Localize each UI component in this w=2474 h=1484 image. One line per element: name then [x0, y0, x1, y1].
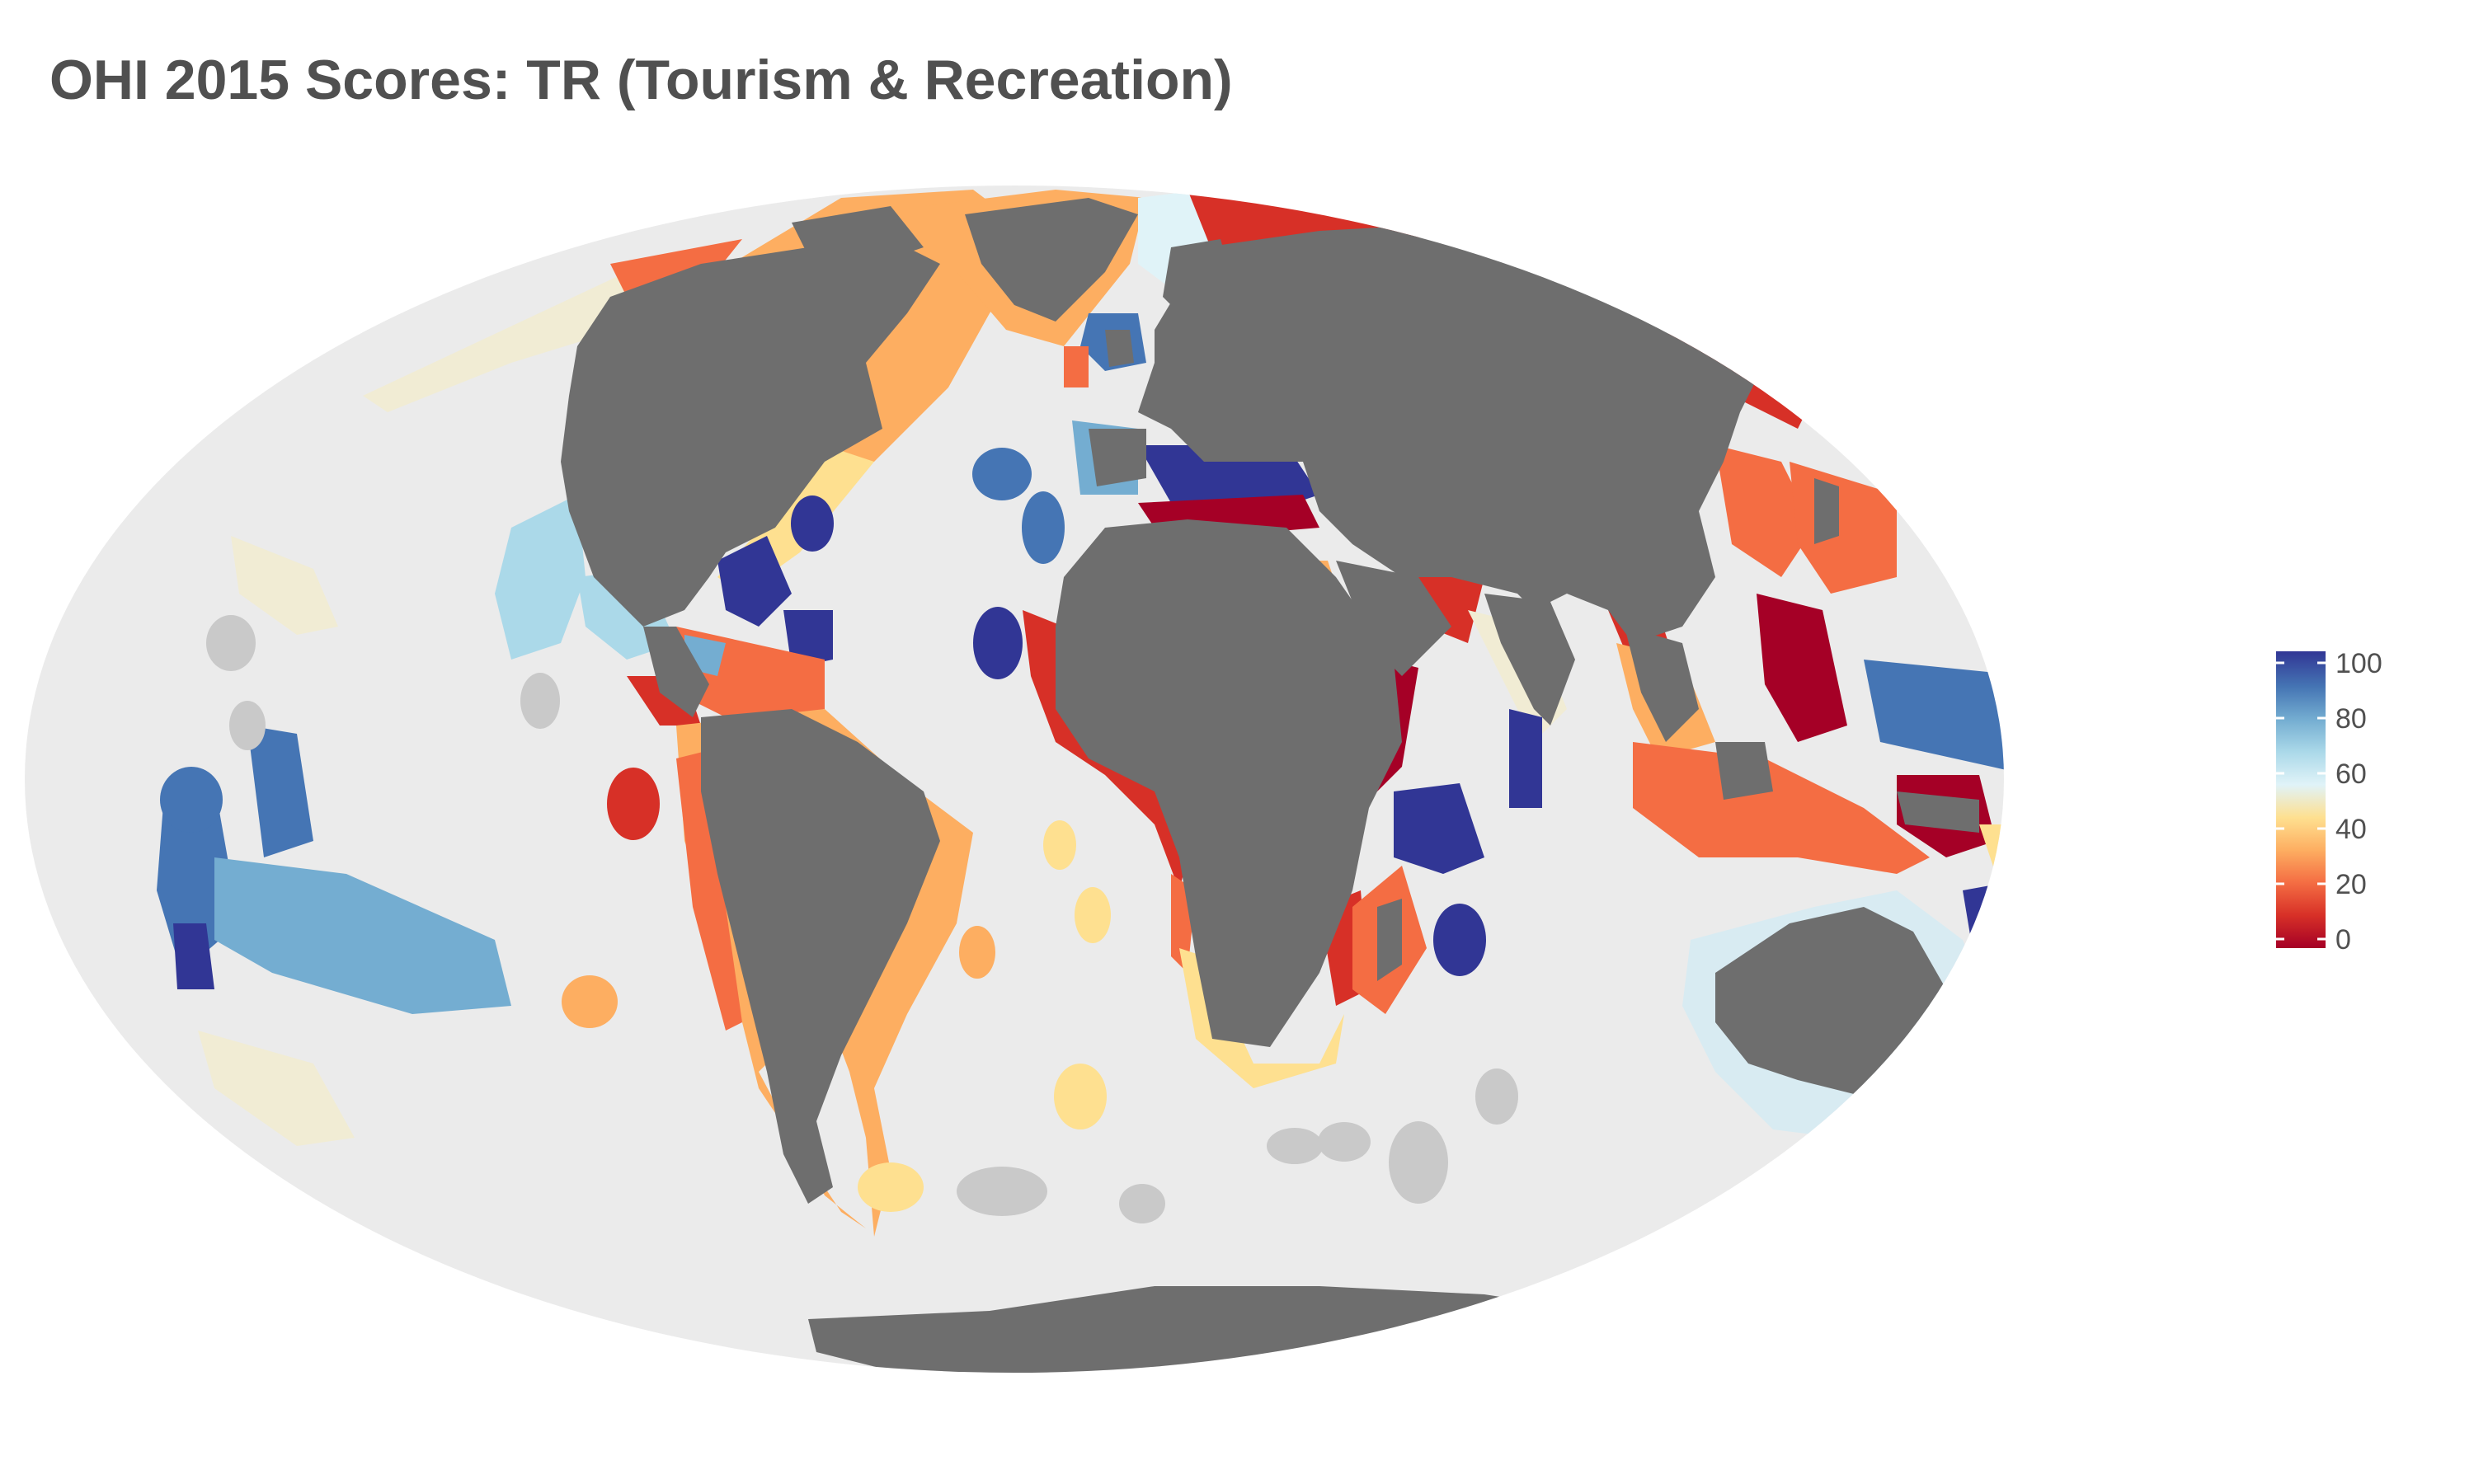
land-iberia: [1089, 429, 1146, 486]
region-nodata-5: [1119, 1184, 1165, 1223]
land-new-zealand: [1963, 1072, 1996, 1121]
region-maldives: [1509, 709, 1542, 808]
land-canadian-arctic: [792, 206, 924, 264]
region-nodata-7: [1318, 1122, 1371, 1162]
land-japan: [1814, 478, 1839, 544]
land-madagascar: [1377, 899, 1402, 981]
legend-tick-label: 100: [2335, 651, 2382, 679]
region-tristan: [1054, 1064, 1107, 1129]
region-nodata-1: [206, 615, 256, 671]
region-seychelles: [1394, 783, 1484, 874]
region-bermuda: [791, 495, 834, 552]
land-arabia: [1336, 561, 1451, 676]
region-nodata-2: [520, 673, 560, 729]
region-cook-islands: [173, 923, 214, 989]
color-legend: 100 80 60 40 20 0: [2276, 651, 2382, 956]
region-vanuatu: [1963, 874, 2004, 989]
region-nodata-8: [1389, 1121, 1448, 1204]
land-india: [1484, 594, 1575, 726]
region-azores: [972, 448, 1032, 500]
region-indonesia: [1633, 742, 1930, 874]
region-cape-verde: [1043, 820, 1076, 870]
legend-tick-label: 60: [2335, 758, 2367, 790]
region-madeira: [1022, 491, 1065, 564]
region-ireland: [1064, 346, 1089, 387]
region-mauritius: [1433, 904, 1486, 976]
land-north-america: [561, 239, 940, 627]
region-canaries: [973, 607, 1023, 679]
land-africa: [1056, 519, 1402, 1047]
region-nodata-4: [957, 1167, 1047, 1216]
land-scandinavia: [1163, 239, 1237, 330]
region-new-caledonia: [2062, 890, 2111, 973]
legend-colorbar: [2276, 651, 2326, 948]
legend-tick-label: 40: [2335, 814, 2367, 845]
legend-tick-label: 20: [2335, 869, 2367, 900]
region-falklands: [858, 1162, 924, 1212]
region-south-america-west: [676, 750, 742, 1031]
region-ascension: [959, 926, 995, 979]
land-greenland: [965, 198, 1138, 322]
land-south-america: [701, 709, 940, 1204]
land-southeast-asia: [1625, 627, 1699, 742]
land-new-guinea: [1897, 791, 1979, 833]
land-australia: [1715, 907, 1946, 1097]
region-alaska: [610, 239, 742, 297]
land-central-america: [643, 627, 709, 717]
region-chukchi-pale: [1798, 330, 1979, 404]
region-nodata-9: [1475, 1068, 1518, 1125]
region-nodata-3: [229, 701, 266, 750]
region-us-west: [495, 495, 586, 660]
region-south-africa: [1179, 948, 1344, 1088]
land-borneo: [1715, 742, 1773, 800]
land-eurasia: [1138, 223, 1798, 643]
region-polynesia-mid: [214, 857, 511, 1014]
region-china-east: [1715, 445, 1814, 577]
land-uk: [1105, 330, 1134, 367]
legend-tick-label: 0: [2335, 924, 2351, 956]
region-galapagos: [607, 768, 660, 840]
region-st-helena: [1075, 887, 1111, 943]
region-polynesia-east: [247, 726, 313, 857]
region-nodata-6: [1267, 1128, 1323, 1164]
region-south-pacific-pale: [198, 1031, 355, 1146]
legend-tick-label: 80: [2335, 703, 2367, 735]
region-pitcairn: [562, 975, 618, 1028]
region-caribbean-north: [717, 536, 792, 627]
region-philippines: [1757, 594, 1847, 742]
region-micronesia: [1864, 660, 2004, 775]
chart-title: OHI 2015 Scores: TR (Tourism & Recreatio…: [49, 49, 1233, 111]
region-hawaii-pale: [231, 536, 338, 635]
region-kiribati: [160, 767, 223, 833]
